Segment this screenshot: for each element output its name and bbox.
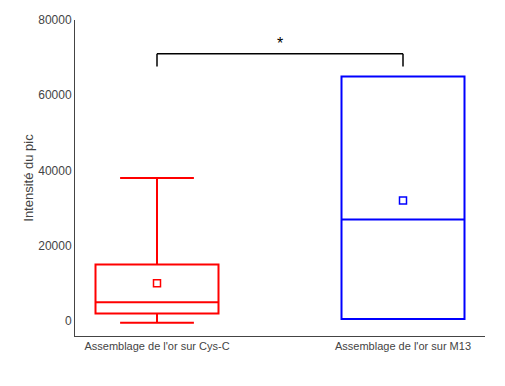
svg-text:*: * bbox=[277, 35, 283, 52]
svg-text:Intensité du pic: Intensité du pic bbox=[21, 134, 36, 222]
svg-text:Assemblage de l'or sur Cys-C: Assemblage de l'or sur Cys-C bbox=[84, 340, 229, 352]
svg-text:Assemblage de l'or sur M13: Assemblage de l'or sur M13 bbox=[335, 340, 471, 352]
svg-text:40000: 40000 bbox=[38, 164, 72, 178]
svg-text:80000: 80000 bbox=[38, 13, 72, 27]
svg-text:20000: 20000 bbox=[38, 239, 72, 253]
svg-text:0: 0 bbox=[65, 314, 72, 328]
svg-text:60000: 60000 bbox=[38, 88, 72, 102]
